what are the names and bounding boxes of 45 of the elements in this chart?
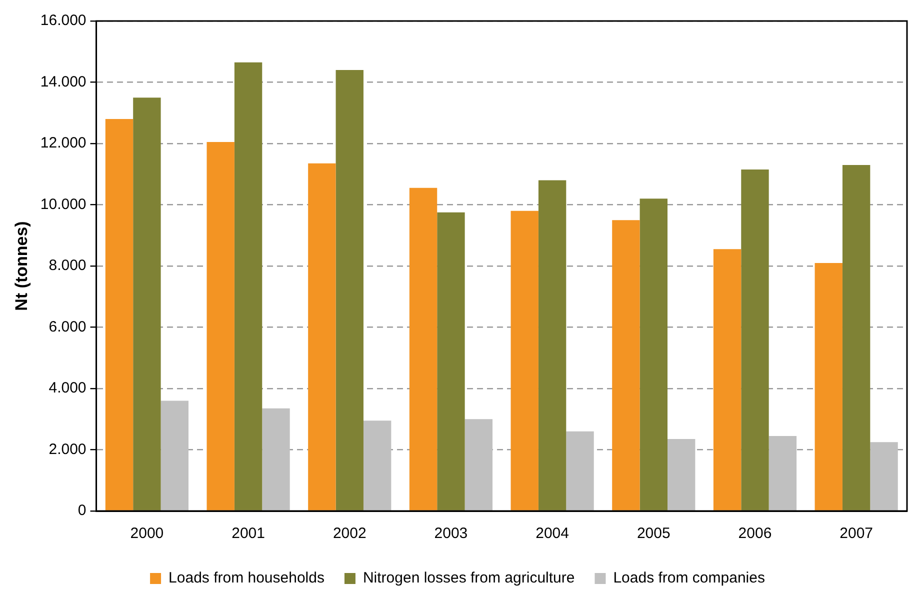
bar	[612, 220, 640, 510]
bar	[640, 198, 668, 510]
legend-label: Loads from companies	[613, 570, 765, 587]
x-tick-label: 2000	[130, 525, 164, 542]
x-tick-label: 2002	[332, 525, 366, 542]
x-tick-label: 2005	[636, 525, 670, 542]
bar	[510, 210, 538, 510]
bar	[741, 170, 769, 510]
bar	[262, 408, 290, 510]
y-tick-label: 6.000	[48, 318, 86, 336]
bar	[566, 431, 594, 510]
bar	[308, 163, 336, 510]
bar	[437, 212, 465, 510]
bar	[234, 62, 262, 510]
y-tick-label: 8.000	[48, 257, 86, 274]
y-tick-label: 14.000	[40, 73, 86, 90]
bar	[814, 262, 842, 510]
y-tick-label: 4.000	[48, 380, 86, 397]
bar	[363, 420, 392, 510]
bar	[336, 70, 364, 510]
bar	[160, 400, 188, 510]
bar	[768, 436, 797, 510]
bar	[206, 142, 234, 510]
y-tick-label: 2.000	[48, 440, 86, 458]
bar	[713, 249, 742, 510]
bar	[668, 439, 696, 510]
bar	[870, 442, 898, 510]
x-tick-label: 2001	[232, 525, 265, 542]
bar	[409, 188, 438, 510]
bar	[842, 164, 870, 510]
y-tick-label: 16.000	[40, 12, 86, 30]
y-tick-label: 12.000	[40, 134, 86, 152]
y-tick-label: 0	[78, 502, 86, 520]
x-tick-label: 2003	[434, 525, 468, 542]
legend-label: Nitrogen losses from agriculture	[362, 570, 575, 587]
y-axis-title: Nt (tonnes)	[12, 221, 31, 311]
bar	[105, 119, 134, 510]
y-tick-label: 10.000	[40, 196, 86, 213]
x-tick-label: 2007	[840, 525, 874, 542]
x-tick-label: 2004	[536, 525, 569, 542]
bar	[133, 98, 161, 510]
bar	[538, 180, 566, 510]
x-tick-label: 2006	[738, 525, 772, 542]
legend-label: Loads from households	[168, 570, 324, 587]
bar	[464, 419, 493, 510]
